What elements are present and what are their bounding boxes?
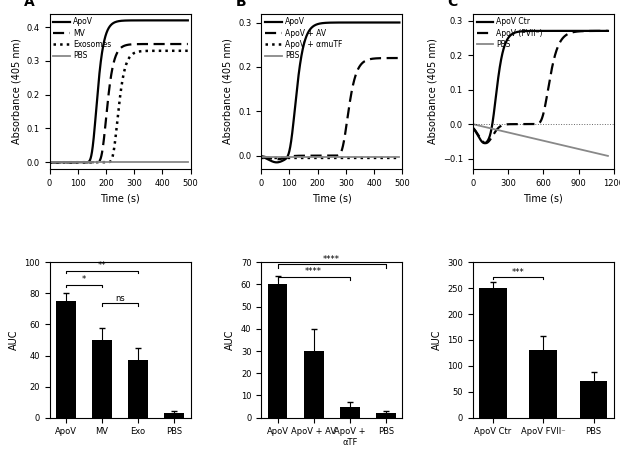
- Y-axis label: Absorbance (405 nm): Absorbance (405 nm): [11, 39, 21, 144]
- Text: C: C: [448, 0, 458, 9]
- Bar: [56, 301, 76, 418]
- Bar: [304, 351, 324, 418]
- Bar: [164, 413, 184, 418]
- Bar: [376, 413, 396, 418]
- Bar: [128, 360, 148, 418]
- Text: ****: ****: [323, 255, 340, 264]
- Y-axis label: AUC: AUC: [432, 330, 441, 350]
- Text: ****: ****: [305, 267, 322, 276]
- Bar: [268, 285, 288, 418]
- Text: ***: ***: [512, 267, 525, 276]
- Y-axis label: Absorbance (405 nm): Absorbance (405 nm): [427, 39, 437, 144]
- Bar: [92, 340, 112, 418]
- Text: ns: ns: [115, 294, 125, 303]
- Legend: ApoV, MV, Exosomes, PBS: ApoV, MV, Exosomes, PBS: [53, 17, 112, 60]
- Bar: [580, 381, 608, 418]
- Y-axis label: AUC: AUC: [9, 330, 19, 350]
- Legend: ApoV Ctr, ApoV (FVII⁻), PBS: ApoV Ctr, ApoV (FVII⁻), PBS: [477, 17, 543, 49]
- X-axis label: Time (s): Time (s): [523, 193, 563, 203]
- Text: **: **: [98, 262, 106, 270]
- X-axis label: Time (s): Time (s): [312, 193, 352, 203]
- Bar: [340, 407, 360, 418]
- Text: *: *: [82, 275, 86, 284]
- Bar: [529, 350, 557, 418]
- Y-axis label: AUC: AUC: [225, 330, 235, 350]
- Y-axis label: Absorbance (405 nm): Absorbance (405 nm): [223, 39, 232, 144]
- X-axis label: Time (s): Time (s): [100, 193, 140, 203]
- Text: B: B: [236, 0, 246, 9]
- Legend: ApoV, ApoV + AV, ApoV + αmuTF, PBS: ApoV, ApoV + AV, ApoV + αmuTF, PBS: [265, 17, 342, 60]
- Bar: [479, 288, 507, 418]
- Text: A: A: [24, 0, 35, 9]
